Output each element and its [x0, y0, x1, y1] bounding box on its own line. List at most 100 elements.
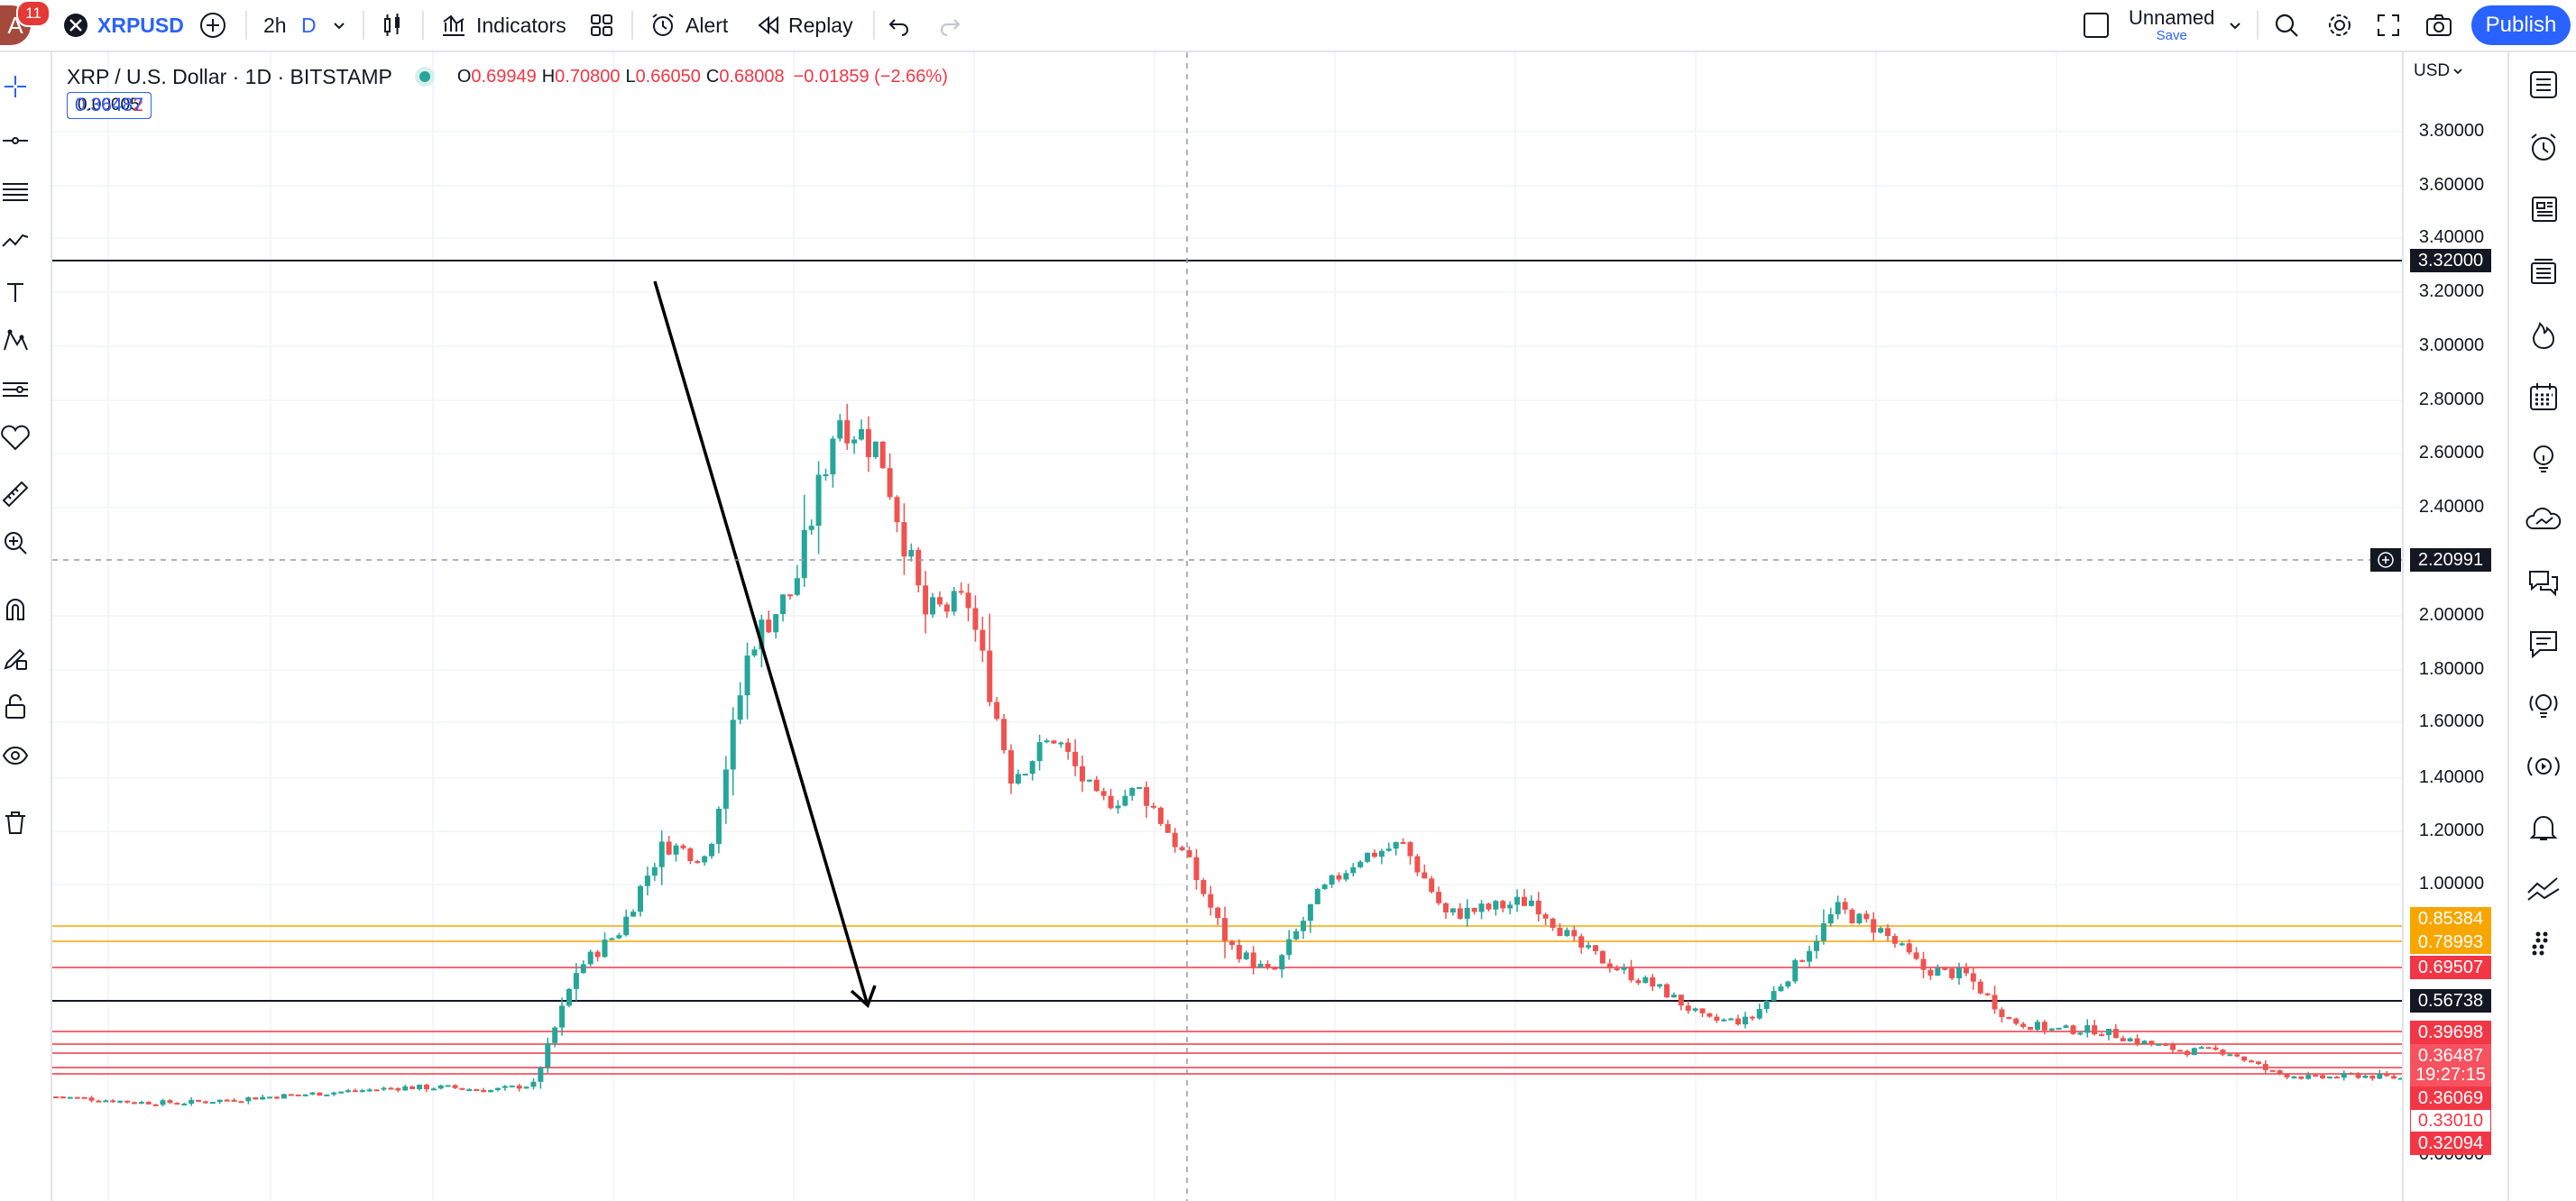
interval-2h-button[interactable]: 2h	[263, 0, 287, 50]
prediction-tool[interactable]	[0, 323, 31, 359]
price-tick-label: 2.00000	[2418, 605, 2485, 625]
zoom-tool[interactable]	[0, 525, 31, 561]
arrow-line[interactable]	[653, 280, 869, 1006]
candle-body	[715, 808, 722, 844]
price-chart[interactable]	[52, 52, 2507, 1201]
rewind-icon	[758, 15, 778, 35]
undo-button[interactable]	[888, 0, 911, 50]
candle-body	[1728, 1018, 1734, 1021]
chats-button[interactable]	[2522, 561, 2565, 604]
symbol-search-button[interactable]: XRPUSD	[63, 0, 184, 50]
candle-body	[2377, 1073, 2383, 1079]
community-icon	[2525, 507, 2562, 529]
candle-body	[1514, 896, 1521, 905]
publish-button[interactable]: Publish	[2471, 5, 2571, 45]
add-crosshair-button[interactable]	[2370, 548, 2401, 572]
layout-checkbox[interactable]	[2084, 0, 2109, 50]
hide-tool[interactable]	[0, 738, 31, 774]
candle-body	[202, 1101, 208, 1104]
chart-pane[interactable]	[52, 52, 2507, 1201]
news-button[interactable]	[2522, 188, 2565, 231]
templates-button[interactable]	[588, 0, 615, 50]
candle-body	[908, 549, 915, 557]
candle-body	[1521, 896, 1527, 906]
redo-button[interactable]	[938, 0, 961, 50]
trend-line-tool[interactable]	[0, 123, 31, 159]
remove-drawings-tool[interactable]	[0, 804, 31, 840]
currency-selector[interactable]: USD	[2414, 61, 2463, 81]
candle-body	[1051, 740, 1057, 744]
replay-button[interactable]: Replay	[756, 0, 853, 50]
favorites-tool[interactable]	[0, 420, 31, 456]
candle-body	[722, 769, 729, 809]
candle-body	[2170, 1044, 2176, 1050]
notifications-button[interactable]	[2522, 806, 2565, 849]
candles-icon	[384, 14, 400, 36]
candle-body	[923, 585, 929, 615]
candle-body	[459, 1087, 465, 1090]
alert-button[interactable]: Alert	[649, 0, 728, 50]
indicators-button[interactable]: Indicators	[440, 0, 566, 50]
buy-price-button[interactable]: 0.36487	[67, 92, 152, 119]
crosshair-tool[interactable]	[0, 69, 31, 105]
live-stream-button[interactable]	[2522, 745, 2565, 788]
magnet-tool[interactable]	[0, 591, 31, 628]
fullscreen-button[interactable]	[2376, 0, 2401, 50]
candle-body	[501, 1086, 508, 1088]
chart-type-button[interactable]	[379, 0, 406, 50]
candle-body	[1650, 976, 1656, 987]
candle-body	[509, 1085, 515, 1087]
candle-body	[181, 1104, 188, 1106]
dom-button[interactable]	[2522, 923, 2565, 967]
alerts-button[interactable]	[2522, 126, 2565, 170]
compare-symbol-button[interactable]	[198, 0, 227, 50]
candle-body	[1927, 969, 1934, 976]
ruler-tool[interactable]	[0, 476, 31, 512]
candle-body	[1664, 984, 1670, 998]
calendar-button[interactable]	[2522, 375, 2565, 418]
candle-body	[1507, 904, 1513, 909]
candle-body	[887, 468, 893, 498]
search-button[interactable]	[2273, 0, 2300, 50]
watchlist-button[interactable]	[2522, 63, 2565, 106]
text-tool[interactable]	[0, 274, 31, 310]
candle-body	[1122, 795, 1128, 806]
candle-body	[1157, 807, 1164, 824]
interval-dropdown[interactable]	[330, 0, 348, 50]
lock-tool[interactable]	[0, 689, 31, 725]
candle-body	[1400, 841, 1406, 844]
hotlists-button[interactable]	[2522, 314, 2565, 357]
lock-drawings-tool[interactable]	[0, 640, 31, 676]
messages-button[interactable]	[2522, 622, 2565, 665]
price-axis-label: 19:27:15	[2410, 1063, 2491, 1086]
pattern-tool[interactable]	[0, 224, 31, 260]
layout-name-button[interactable]: Unnamed Save	[2129, 0, 2214, 50]
ohlc-open-label: O	[456, 66, 472, 87]
candle-body	[1635, 980, 1642, 984]
snapshot-button[interactable]	[2424, 0, 2453, 50]
candle-body	[2291, 1076, 2297, 1078]
price-axis-label: 0.85384	[2410, 907, 2491, 931]
chats-icon	[2529, 571, 2558, 597]
candle-body	[1749, 1016, 1755, 1019]
ideas-button[interactable]	[2522, 436, 2565, 480]
candle-body	[1799, 959, 1806, 962]
layout-dropdown[interactable]	[2226, 0, 2244, 50]
candle-body	[373, 1089, 380, 1092]
community-button[interactable]	[2522, 500, 2565, 543]
symbol-title[interactable]: XRP / U.S. Dollar · 1D · BITSTAMP	[67, 64, 392, 88]
trading-panel-button[interactable]	[2522, 867, 2565, 911]
top-toolbar: A 11 XRPUSD 2h D Indicators Alert Replay	[0, 0, 2576, 52]
idea-streams-button[interactable]	[2522, 683, 2565, 727]
screener-button[interactable]	[2522, 251, 2565, 294]
trend-arrow[interactable]	[653, 280, 877, 1009]
measure-tools[interactable]	[0, 371, 31, 408]
fib-tool[interactable]	[0, 173, 31, 209]
candle-body	[2020, 1023, 2027, 1027]
candle-body	[894, 497, 900, 523]
candle-body	[1621, 967, 1627, 970]
candle-body	[844, 420, 851, 444]
settings-button[interactable]	[2325, 0, 2354, 50]
candle-body	[1820, 923, 1826, 941]
interval-d-button[interactable]: D	[301, 0, 317, 50]
